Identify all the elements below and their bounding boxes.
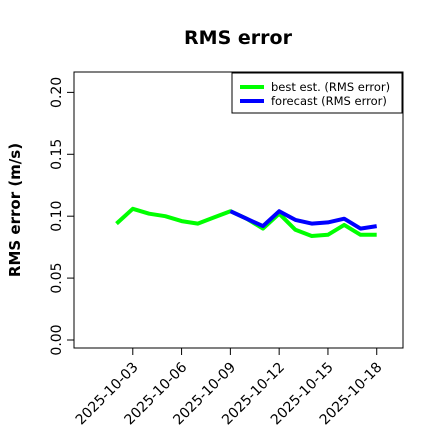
y-axis-label: RMS error (m/s) — [6, 143, 24, 277]
series-line-1 — [229, 209, 378, 231]
y-tick-label-2: 0.10 — [49, 201, 65, 232]
y-tick-label-3: 0.15 — [49, 139, 65, 170]
x-axis: 2025-10-032025-10-062025-10-092025-10-12… — [73, 348, 386, 428]
chart-title: RMS error — [184, 27, 293, 49]
legend-label-1: forecast (RMS error) — [271, 94, 387, 108]
legend: best est. (RMS error)forecast (RMS error… — [231, 72, 403, 114]
legend-label-0: best est. (RMS error) — [271, 80, 390, 94]
series-layer — [115, 206, 378, 238]
series-line-0 — [115, 206, 377, 238]
y-axis: 0.00 0.05 0.10 0.15 0.20 — [49, 77, 74, 356]
y-tick-label-0: 0.00 — [49, 324, 65, 355]
y-tick-label-1: 0.05 — [49, 263, 65, 294]
plot-frame — [73, 71, 404, 349]
y-tick-label-4: 0.20 — [49, 77, 65, 108]
legend-box — [231, 72, 403, 114]
